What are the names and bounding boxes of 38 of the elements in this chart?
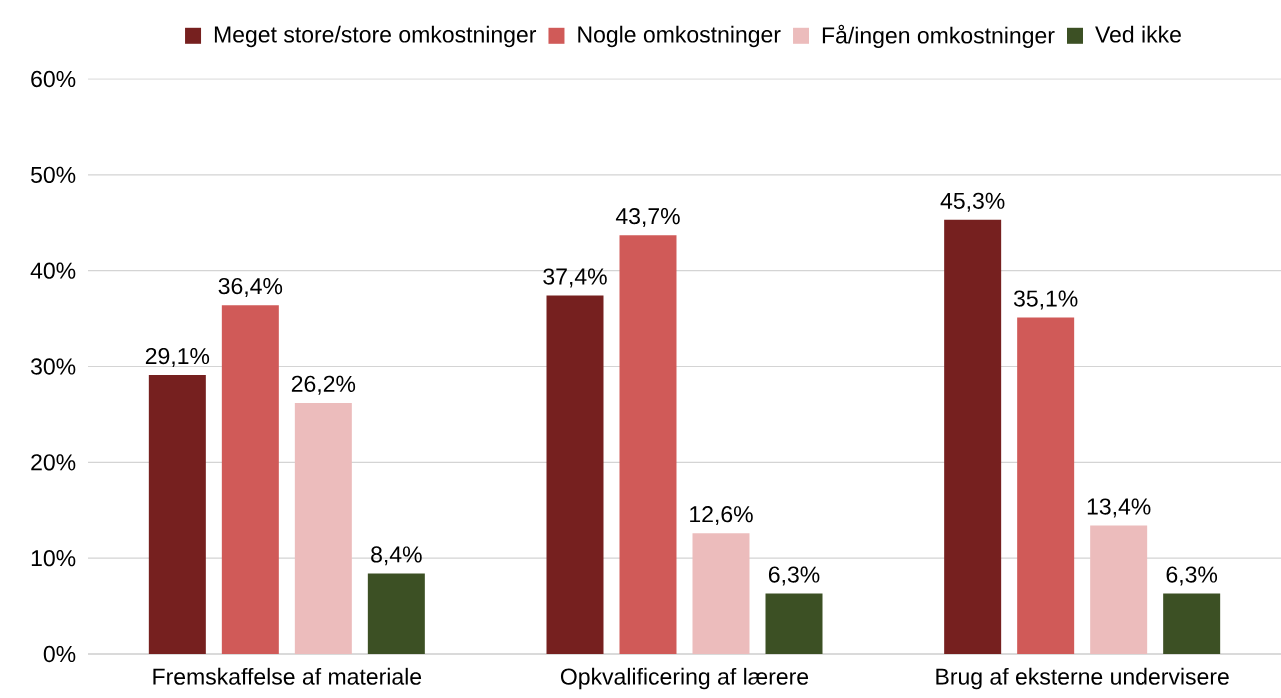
y-tick-label: 10% (31, 550, 76, 567)
bar (944, 219, 1002, 654)
bar (619, 235, 677, 654)
data-label: 8,4% (371, 546, 422, 566)
legend-label: Meget store/store omkostninger (214, 25, 537, 48)
bar (221, 305, 279, 654)
data-label: 37,4% (543, 268, 607, 288)
bar (1163, 593, 1221, 654)
bar (148, 375, 206, 654)
bar (692, 533, 750, 654)
y-tick-label: 40% (30, 262, 76, 279)
data-label: 12,6% (690, 506, 753, 526)
x-tick-label: Brug af eksterne undervisere (936, 667, 1229, 690)
y-tick-label: 30% (30, 358, 76, 375)
bar (765, 593, 823, 654)
legend-label: Nogle omkostninger (578, 25, 781, 48)
bar (367, 573, 425, 654)
data-label: 36,4% (218, 277, 283, 297)
y-tick-label: 0% (43, 645, 76, 663)
bar (294, 402, 352, 654)
bar (1017, 317, 1075, 654)
data-label: 13,4% (1087, 498, 1151, 518)
data-label: 29,1% (145, 347, 210, 367)
data-label: 35,1% (1013, 290, 1078, 310)
legend-label: Få/ingen omkostninger (822, 24, 1055, 49)
y-tick-label: 50% (31, 166, 76, 183)
bar (546, 295, 604, 654)
bar (1090, 525, 1148, 654)
x-tick-label: Fremskaffelse af materiale (153, 667, 422, 685)
data-label: 45,3% (940, 192, 1005, 212)
legend-label: Ved ikke (1095, 25, 1181, 43)
data-label: 6,3% (1166, 566, 1218, 586)
x-tick-label: Opkvalificering af lærere (560, 667, 809, 690)
data-label: 6,3% (768, 566, 820, 586)
y-tick-label: 20% (31, 454, 76, 471)
y-tick-label: 60% (31, 70, 76, 88)
data-label: 43,7% (615, 208, 680, 228)
data-label: 26,2% (291, 375, 356, 395)
